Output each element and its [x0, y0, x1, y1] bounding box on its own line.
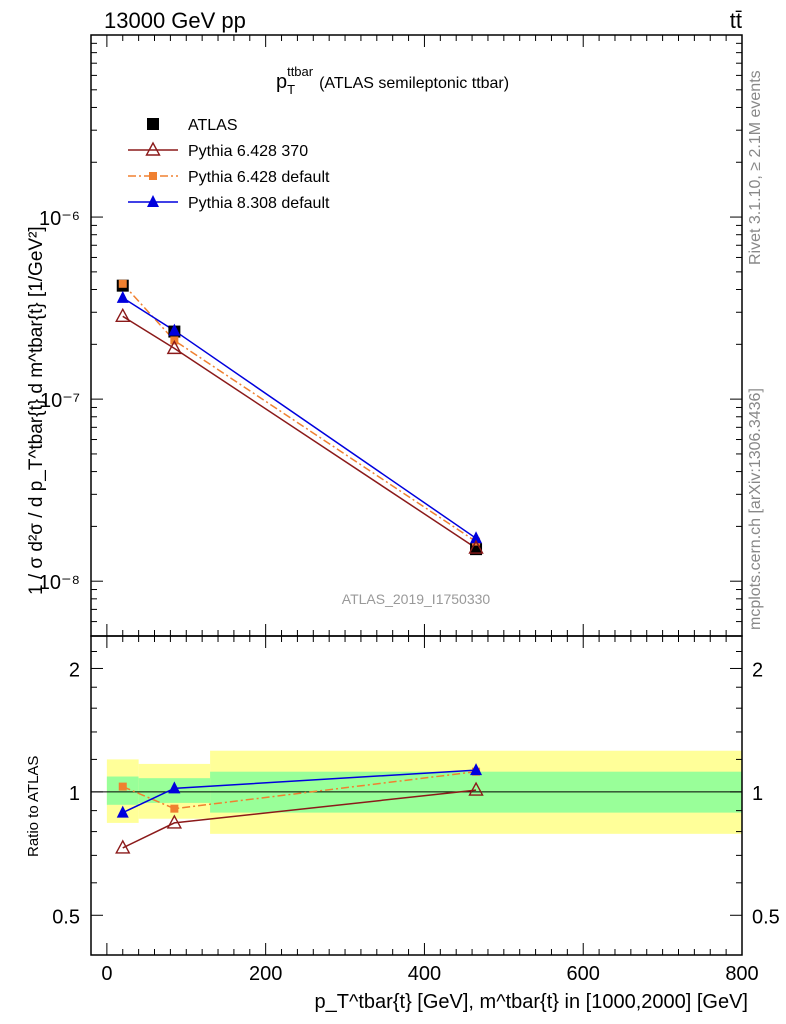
ratio-y-tick-label-right: 2 — [752, 659, 763, 681]
main-y-tick-label: 10⁻⁷ — [40, 390, 80, 412]
x-tick-label: 0 — [101, 963, 112, 985]
plot-title: pTttbar (ATLAS semileptonic ttbar) — [276, 64, 509, 97]
tick-labels-group: 0 200 400 600 800 10⁻⁸ 10⁻⁷ 10⁻⁶ 0.5 0.5 1 1 2 2 — [39, 208, 780, 985]
ratio-point-2-1 — [170, 804, 179, 813]
ratio-point-1-2 — [468, 781, 484, 796]
ratio-y-tick-label-left: 1 — [69, 783, 80, 805]
data-point-1-2 — [468, 539, 484, 554]
legend-label-2: Pythia 6.428 default — [188, 169, 330, 186]
ratio-y-tick-label-left: 2 — [69, 659, 80, 681]
data-point-1-1 — [166, 339, 183, 355]
y-axis-label-text: 1 / σ d²σ / d p_T^tbar{t} d m^tbar{t} [1… — [26, 226, 47, 595]
legend-marker-0 — [147, 118, 159, 130]
axes-group — [90, 34, 743, 956]
data-point-1-0 — [115, 307, 131, 323]
ratio-point-1-0 — [115, 839, 131, 854]
ratio-series-group — [115, 763, 484, 854]
ratio-point-3-2 — [470, 763, 483, 776]
header-right: tt̄ — [730, 8, 742, 33]
ratio-point-1-1 — [166, 814, 183, 829]
plot-title-superscript: ttbar — [287, 64, 314, 79]
legend-label-1: Pythia 6.428 370 — [188, 143, 308, 160]
ratio-y-tick-label-left: 0.5 — [52, 906, 80, 928]
main-y-tick-label: 10⁻⁶ — [39, 208, 80, 230]
x-tick-label: 400 — [408, 963, 441, 985]
y-axis-label: 1 / σ d²σ / d p_T^tbar{t} d m^tbar{t} [1… — [26, 226, 47, 595]
x-tick-label: 800 — [725, 963, 758, 985]
series-line-1 — [122, 315, 477, 549]
legend-marker-1 — [145, 141, 161, 156]
data-point-3-1 — [168, 323, 181, 336]
ratio-y-tick-label-right: 1 — [752, 783, 763, 805]
data-point-3-2 — [470, 531, 483, 544]
legend-label-3: Pythia 8.308 default — [188, 195, 330, 212]
data-point-3-0 — [116, 290, 129, 303]
ratio-point-2-0 — [118, 782, 127, 791]
legend-label-0: ATLAS — [188, 117, 238, 134]
plot-title-p: p — [276, 71, 287, 93]
x-tick-label: 600 — [567, 963, 600, 985]
analysis-watermark: ATLAS_2019_I1750330 — [342, 591, 491, 607]
plot-title-subscript: T — [287, 82, 295, 97]
ratio-point-3-1 — [168, 781, 181, 794]
ratio-line-1 — [122, 789, 477, 849]
x-axis-label: p_T^tbar{t} [GeV], m^tbar{t} in [1000,20… — [315, 991, 748, 1013]
legend-marker-3 — [147, 195, 159, 207]
x-tick-label: 200 — [249, 963, 282, 985]
legend: ATLAS Pythia 6.428 370 Pythia 6.428 defaul… — [128, 117, 330, 212]
main-series-group — [115, 279, 484, 556]
rivet-version-label: Rivet 3.1.10, ≥ 2.1M events — [747, 70, 764, 265]
legend-marker-2 — [149, 172, 157, 180]
ratio-line-2 — [122, 770, 477, 810]
mcplots-label: mcplots.cern.ch [arXiv:1306.3436] — [747, 388, 764, 630]
plot-title-rest: (ATLAS semileptonic ttbar) — [319, 75, 509, 92]
ratio-point-3-0 — [116, 805, 129, 818]
series-line-2 — [122, 283, 477, 543]
header-left: 13000 GeV pp — [104, 8, 246, 33]
data-point-2-0 — [118, 279, 127, 288]
ratio-axis-label: Ratio to ATLAS — [25, 756, 42, 857]
ratio-frame — [90, 635, 743, 956]
main-y-tick-label: 10⁻⁸ — [39, 572, 80, 594]
ratio-y-tick-label-right: 0.5 — [752, 906, 780, 928]
